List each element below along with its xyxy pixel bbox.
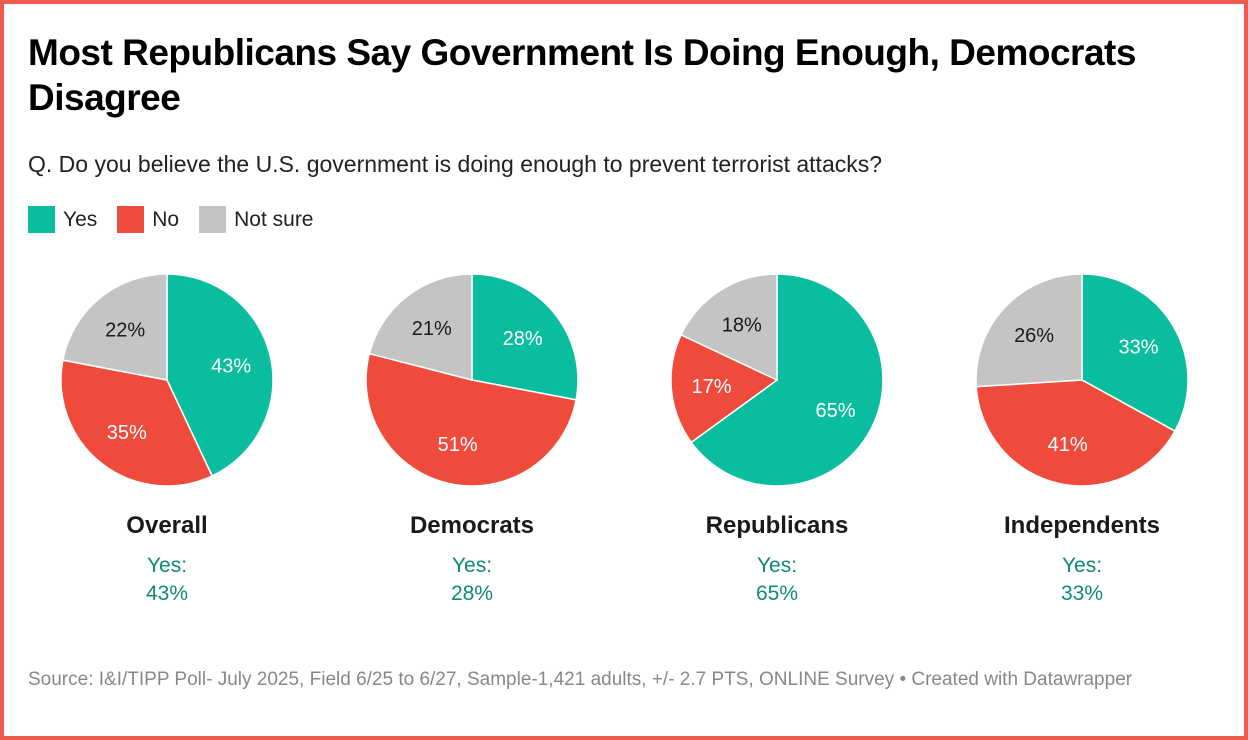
caption-yes-value: 65% xyxy=(755,582,799,605)
caption-yes-label: Yes: xyxy=(756,554,798,577)
legend-label-yes: Yes xyxy=(63,207,98,231)
pie-slice-yes xyxy=(471,273,579,401)
legend: Yes No Not sure xyxy=(28,206,334,233)
pie-overall: 43% 35% 22% xyxy=(60,273,274,487)
pie-slice-yes xyxy=(690,273,884,487)
pie-caption-independents: Yes: 33% xyxy=(932,552,1232,608)
legend-swatch-not-sure xyxy=(199,206,227,233)
caption-yes-label: Yes: xyxy=(451,554,493,577)
pie-slice-no xyxy=(975,379,1176,487)
pie-republicans: 65% 17% 18% xyxy=(670,273,884,487)
pie-charts: 43% 35% 22% 28% 51% 21% 65% 17% 18% 33% 41% 26% xyxy=(60,273,1189,487)
chart-title: Most Republicans Say Government Is Doing… xyxy=(28,32,1136,118)
source-note: Source: I&I/TIPP Poll- July 2025, Field … xyxy=(28,669,1133,690)
pie-label-not-sure: 26% xyxy=(1014,325,1054,347)
pie-slice-not-sure xyxy=(61,273,168,381)
legend-item-not-sure: Not sure xyxy=(199,206,314,233)
pie-title-overall: Overall xyxy=(126,512,208,539)
pie-slice-no xyxy=(670,333,779,444)
pie-label-yes: 43% xyxy=(211,356,251,378)
pie-slice-no xyxy=(365,352,578,487)
legend-item-yes: Yes xyxy=(28,206,97,233)
caption-yes-value: 33% xyxy=(1060,582,1104,605)
pie-label-not-sure: 21% xyxy=(412,318,452,340)
legend-swatch-no xyxy=(117,206,145,233)
legend-label-no: No xyxy=(152,207,180,231)
pie-slice-not-sure xyxy=(368,273,473,381)
pie-slice-no xyxy=(60,359,214,487)
pie-label-yes: 33% xyxy=(1119,337,1159,359)
legend-label-not-sure: Not sure xyxy=(234,207,314,231)
caption-yes-label: Yes: xyxy=(1061,554,1103,577)
legend-swatch-yes xyxy=(28,206,55,233)
pie-title-democrats: Democrats xyxy=(409,512,535,539)
pie-title-republicans: Republicans xyxy=(705,512,849,539)
pie-label-no: 17% xyxy=(692,376,732,398)
legend-item-no: No xyxy=(117,206,179,233)
pie-label-not-sure: 22% xyxy=(105,319,145,341)
pie-title-independents: Independents xyxy=(1003,512,1160,539)
pie-label-yes: 28% xyxy=(503,328,543,350)
pie-caption-republicans: Yes: 65% xyxy=(627,552,927,608)
pie-slice-not-sure xyxy=(975,273,1083,388)
pie-slice-yes xyxy=(1081,273,1189,433)
caption-yes-value: 43% xyxy=(145,582,189,605)
caption-yes-value: 28% xyxy=(450,582,494,605)
pie-independents: 33% 41% 26% xyxy=(975,273,1189,487)
pie-caption-overall: Yes: 43% xyxy=(17,552,317,608)
pie-label-not-sure: 18% xyxy=(722,315,762,337)
pie-slice-not-sure xyxy=(680,273,778,382)
pie-democrats: 28% 51% 21% xyxy=(365,273,579,487)
pie-label-no: 51% xyxy=(438,434,478,456)
pie-label-no: 35% xyxy=(107,422,147,444)
pie-slice-yes xyxy=(166,273,274,477)
pie-label-no: 41% xyxy=(1048,434,1088,456)
pie-label-yes: 65% xyxy=(816,400,856,422)
pie-caption-democrats: Yes: 28% xyxy=(322,552,622,608)
chart-subtitle: Q. Do you believe the U.S. government is… xyxy=(28,151,883,177)
caption-yes-label: Yes: xyxy=(146,554,188,577)
